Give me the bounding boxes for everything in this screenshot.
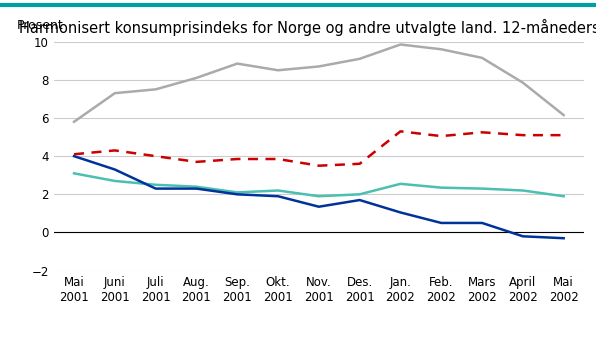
Norge <box>111 168 119 172</box>
Line: Norge: Norge <box>74 156 564 238</box>
EØS <box>397 182 404 186</box>
EØS <box>560 194 567 198</box>
EØS <box>70 171 77 176</box>
Island <box>437 47 445 51</box>
EØS <box>152 183 159 187</box>
Norge <box>479 221 486 225</box>
Island <box>234 61 241 66</box>
Irland <box>111 149 119 153</box>
Irland <box>560 133 567 137</box>
Norge <box>356 198 363 202</box>
Norge <box>193 187 200 191</box>
Irland <box>315 164 322 168</box>
Text: Harmonisert konsumprisindeks for Norge og andre utvalgte land. 12-månedersendrin: Harmonisert konsumprisindeks for Norge o… <box>19 19 596 36</box>
Irland <box>437 134 445 138</box>
Island <box>111 91 119 95</box>
Irland <box>519 133 526 137</box>
Norge <box>275 194 282 198</box>
Norge <box>397 210 404 214</box>
Irland <box>234 157 241 161</box>
EØS <box>193 185 200 189</box>
Irland <box>152 154 159 158</box>
Irland <box>70 152 77 156</box>
Island <box>152 87 159 91</box>
EØS <box>315 194 322 198</box>
Irland <box>397 129 404 133</box>
Irland <box>275 157 282 161</box>
EØS <box>437 186 445 190</box>
EØS <box>479 187 486 191</box>
Text: Prosent: Prosent <box>17 19 63 33</box>
EØS <box>111 179 119 183</box>
Norge <box>560 236 567 240</box>
Island <box>397 42 404 46</box>
Line: EØS: EØS <box>74 174 564 196</box>
Island <box>70 120 77 124</box>
Norge <box>519 234 526 238</box>
EØS <box>234 190 241 194</box>
Line: Irland: Irland <box>74 131 564 166</box>
EØS <box>356 192 363 196</box>
Island <box>356 57 363 61</box>
EØS <box>275 188 282 193</box>
Island <box>479 56 486 60</box>
Island <box>519 81 526 85</box>
EØS <box>519 188 526 193</box>
Norge <box>70 154 77 158</box>
Norge <box>437 221 445 225</box>
Island <box>560 113 567 117</box>
Norge <box>234 192 241 196</box>
Line: Island: Island <box>74 44 564 122</box>
Irland <box>356 162 363 166</box>
Island <box>275 68 282 73</box>
Island <box>193 76 200 80</box>
Irland <box>193 160 200 164</box>
Irland <box>479 130 486 134</box>
Norge <box>315 205 322 209</box>
Norge <box>152 187 159 191</box>
Island <box>315 65 322 69</box>
